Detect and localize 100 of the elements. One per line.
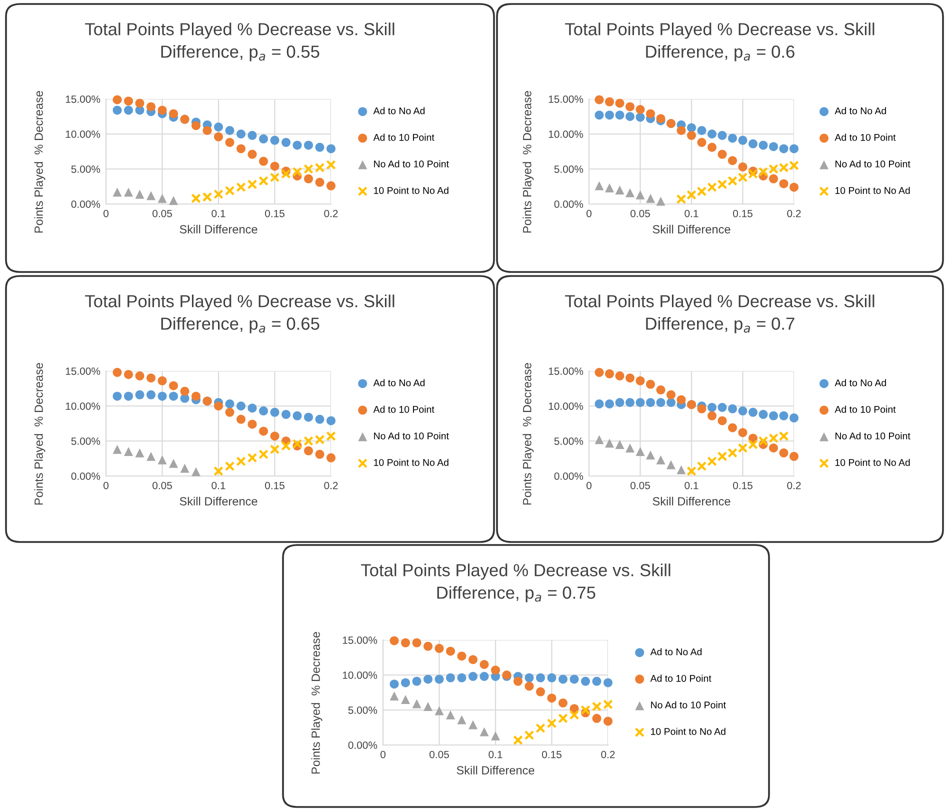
- point: [570, 674, 579, 684]
- point: [738, 406, 748, 416]
- x-tick-label: 0.1: [684, 482, 698, 490]
- point: [676, 126, 686, 135]
- point: [236, 456, 246, 466]
- point: [696, 186, 707, 196]
- point: [158, 106, 167, 115]
- legend-label: No Ad to 10 Point: [374, 432, 449, 440]
- y-tick-label: 0.00%: [554, 200, 584, 208]
- point: [686, 190, 696, 200]
- point: [536, 673, 545, 682]
- point: [708, 142, 716, 152]
- point: [412, 638, 422, 648]
- point: [457, 652, 466, 661]
- x-tick-label: 0.2: [324, 482, 338, 490]
- point: [169, 109, 178, 118]
- point: [636, 112, 645, 122]
- point: [304, 174, 313, 184]
- point: [112, 188, 122, 197]
- point: [390, 680, 399, 689]
- x-tick-label: 0: [380, 750, 386, 758]
- point: [259, 134, 268, 144]
- point: [236, 182, 246, 192]
- legend-label: 10 Point to No Ad: [651, 728, 726, 735]
- point: [124, 188, 133, 197]
- y-tick-label: 10.00%: [548, 130, 584, 138]
- point: [708, 130, 716, 138]
- point: [446, 646, 455, 656]
- point: [236, 414, 246, 424]
- point: [728, 176, 738, 186]
- y-tick-label: 10.00%: [66, 402, 100, 410]
- point: [158, 194, 167, 203]
- point: [666, 398, 676, 407]
- point: [738, 443, 748, 453]
- point: [259, 406, 268, 416]
- point: [424, 642, 432, 651]
- x-tick-label: 0.15: [542, 750, 562, 758]
- point: [656, 196, 666, 206]
- point: [615, 98, 624, 108]
- point: [605, 438, 614, 448]
- point: [514, 676, 522, 686]
- point: [769, 174, 778, 184]
- x-tick-label: 0.2: [787, 210, 801, 218]
- point: [656, 398, 666, 407]
- point: [708, 402, 716, 412]
- point: [769, 142, 778, 152]
- point: [480, 660, 489, 669]
- x-tick-label: 0: [586, 482, 592, 490]
- point: [248, 420, 257, 429]
- point: [236, 144, 246, 154]
- point: [270, 136, 280, 145]
- point: [605, 369, 614, 378]
- point: [326, 416, 336, 426]
- y-tick-label: 15.00%: [548, 368, 584, 375]
- point: [592, 676, 602, 686]
- point: [304, 140, 313, 150]
- point: [718, 416, 727, 426]
- point: [717, 451, 728, 462]
- legend-label: 10 Point to No Ad: [835, 186, 910, 194]
- point: [605, 110, 614, 120]
- point: [192, 467, 200, 476]
- point: [594, 435, 604, 444]
- point: [626, 188, 634, 198]
- y-tick-label: 5.00%: [71, 166, 100, 173]
- point: [626, 102, 634, 112]
- point: [592, 714, 602, 723]
- point: [247, 452, 258, 463]
- point: [390, 692, 399, 700]
- x-axis-title: Skill Difference: [180, 224, 258, 234]
- point: [580, 705, 590, 715]
- legend-label: Ad to No Ad: [834, 379, 886, 386]
- point: [615, 371, 624, 380]
- y-tick-label: 5.00%: [71, 438, 100, 445]
- legend-label: Ad to No Ad: [373, 379, 425, 386]
- x-tick-label: 0.15: [733, 210, 752, 218]
- point: [292, 140, 302, 150]
- y-tick-label: 15.00%: [66, 96, 100, 103]
- x-tick-label: 0.15: [733, 482, 752, 490]
- point: [225, 138, 234, 147]
- point: [558, 698, 568, 708]
- point: [248, 150, 257, 159]
- point: [738, 162, 748, 172]
- y-tick-label: 15.00%: [548, 96, 584, 103]
- point: [270, 408, 280, 417]
- y-tick-label: 0.00%: [554, 472, 584, 480]
- x-tick-label: 0.2: [787, 482, 801, 490]
- point: [158, 376, 167, 386]
- point: [424, 702, 432, 711]
- point: [169, 381, 178, 390]
- point: [258, 449, 268, 460]
- point: [282, 138, 290, 147]
- point: [247, 179, 258, 190]
- point: [646, 450, 655, 460]
- legend-label: No Ad to 10 Point: [836, 432, 910, 440]
- y-axis-title: Points Played % Decrease: [34, 362, 46, 505]
- point: [718, 130, 727, 140]
- point: [214, 189, 224, 200]
- point: [135, 448, 144, 458]
- point: [748, 408, 758, 417]
- point: [666, 460, 676, 470]
